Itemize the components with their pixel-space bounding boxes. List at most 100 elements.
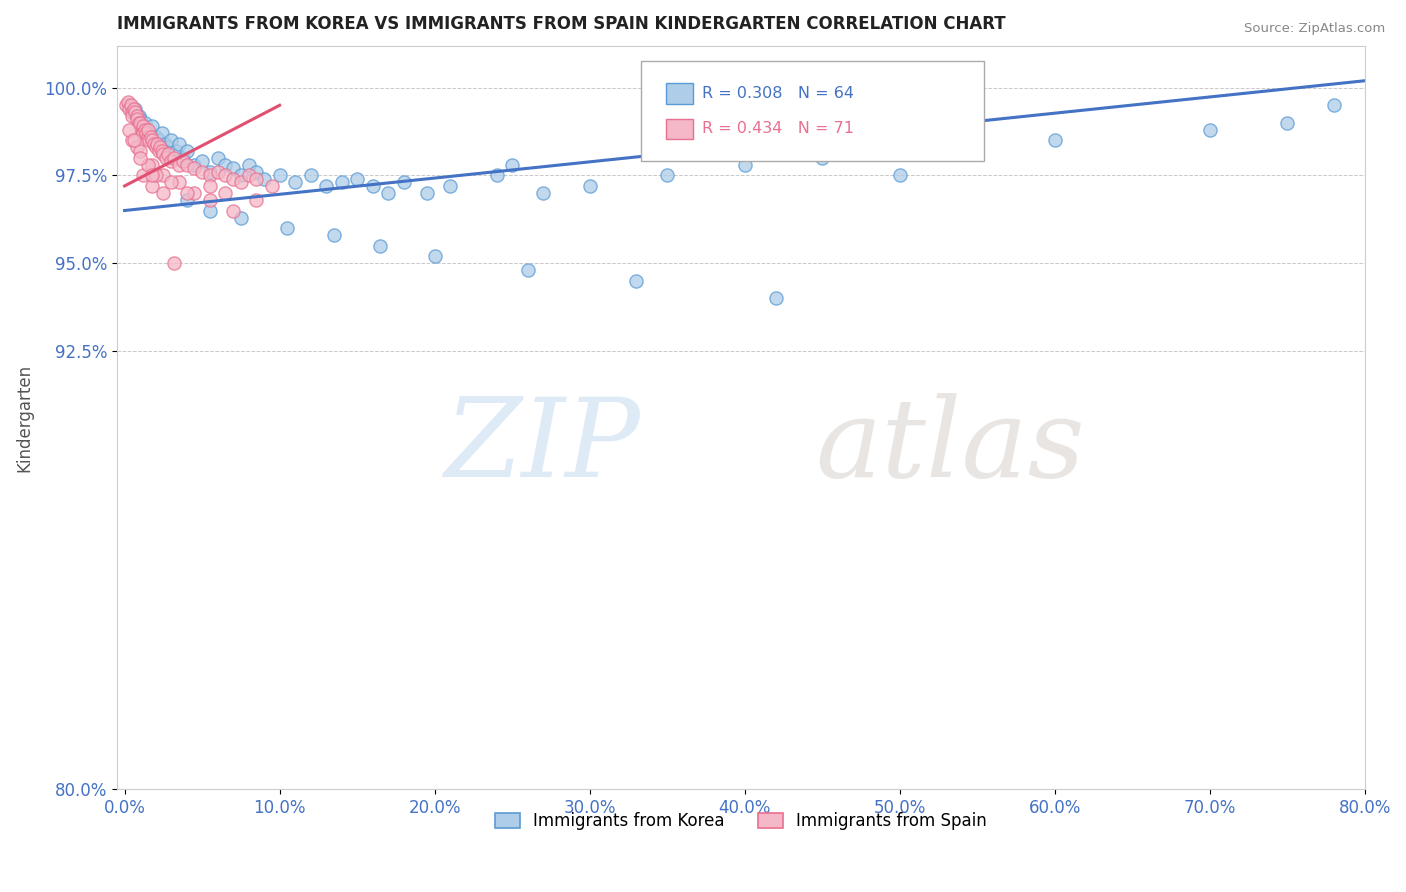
Point (160, 154, 183, 169)
Point (156, 140, 179, 154)
Point (131, 123, 153, 137)
Point (167, 176, 190, 190)
Point (163, 256, 186, 270)
Text: R = 0.308   N = 64: R = 0.308 N = 64 (702, 86, 853, 101)
Point (135, 126, 157, 140)
Point (132, 120, 155, 134)
Point (416, 186, 439, 200)
Point (150, 144, 173, 158)
Point (121, 109, 143, 123)
Point (370, 238, 392, 252)
Point (125, 112, 148, 127)
Point (501, 158, 523, 172)
Point (966, 144, 988, 158)
Point (152, 169, 174, 183)
Point (146, 136, 169, 151)
Point (149, 140, 172, 154)
Point (160, 176, 183, 190)
Point (129, 144, 152, 158)
Point (129, 120, 152, 134)
Point (160, 133, 183, 147)
Point (485, 169, 508, 183)
Point (276, 221, 298, 235)
Point (121, 105, 143, 120)
Point (222, 203, 245, 218)
Point (145, 129, 167, 144)
Point (765, 291, 787, 305)
Point (392, 176, 415, 190)
Point (889, 169, 911, 183)
Point (176, 193, 198, 207)
Point (176, 186, 198, 200)
Point (141, 169, 163, 183)
Point (141, 120, 163, 134)
FancyBboxPatch shape (666, 119, 693, 139)
Legend: Immigrants from Korea, Immigrants from Spain: Immigrants from Korea, Immigrants from S… (488, 805, 994, 837)
Point (183, 158, 205, 172)
Y-axis label: Kindergarten: Kindergarten (15, 363, 32, 472)
Point (167, 158, 190, 172)
Point (118, 98, 141, 112)
Point (260, 178, 283, 193)
Point (148, 133, 170, 147)
Point (167, 136, 190, 151)
Point (229, 176, 252, 190)
Point (115, 98, 138, 112)
Point (531, 186, 554, 200)
Point (439, 178, 461, 193)
Point (136, 129, 159, 144)
Point (176, 144, 198, 158)
Point (136, 158, 159, 172)
Point (624, 274, 647, 288)
Point (124, 102, 146, 116)
Point (145, 140, 167, 154)
Point (222, 172, 245, 186)
Point (150, 126, 173, 140)
Point (207, 165, 229, 179)
Point (125, 140, 148, 154)
Point (121, 133, 143, 147)
Point (153, 136, 176, 151)
Point (132, 126, 155, 140)
Point (139, 129, 162, 144)
Point (132, 120, 155, 134)
Point (132, 169, 155, 183)
Point (191, 154, 214, 169)
Point (299, 169, 322, 183)
Point (361, 178, 384, 193)
Point (238, 158, 260, 172)
Point (129, 151, 152, 165)
Point (173, 154, 195, 169)
Point (245, 165, 267, 179)
Point (1277, 116, 1299, 130)
Point (229, 169, 252, 183)
Point (152, 147, 174, 161)
Point (125, 109, 148, 123)
Point (176, 158, 198, 172)
Point (134, 116, 156, 130)
Point (165, 144, 187, 158)
Point (330, 176, 353, 190)
Point (198, 169, 221, 183)
Point (122, 102, 145, 116)
Point (120, 98, 142, 112)
Point (138, 126, 160, 140)
Point (245, 193, 267, 207)
Point (214, 169, 236, 183)
Point (207, 151, 229, 165)
Point (1323, 98, 1346, 112)
Point (1043, 133, 1066, 147)
Point (238, 169, 260, 183)
Point (129, 116, 152, 130)
Point (121, 105, 143, 120)
FancyBboxPatch shape (641, 61, 984, 161)
Point (516, 263, 538, 277)
Point (122, 133, 145, 147)
Point (183, 186, 205, 200)
Point (253, 172, 276, 186)
Point (245, 172, 267, 186)
Point (152, 186, 174, 200)
Point (198, 178, 221, 193)
Text: Source: ZipAtlas.com: Source: ZipAtlas.com (1244, 22, 1385, 36)
Point (124, 105, 146, 120)
